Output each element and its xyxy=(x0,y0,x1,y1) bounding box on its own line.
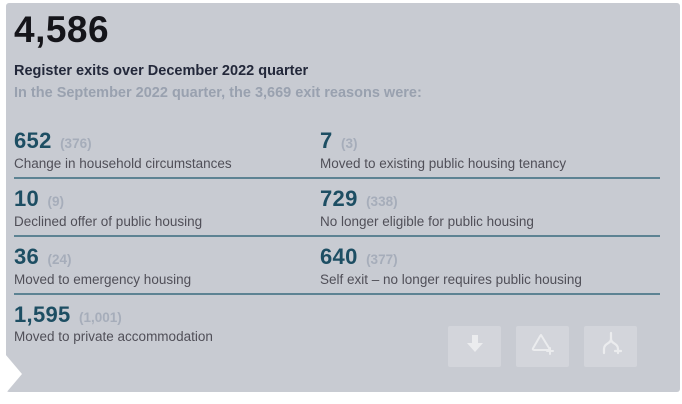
stats-grid: 652 (376) Change in household circumstan… xyxy=(14,121,660,350)
stat-previous-value: (376) xyxy=(60,136,92,152)
stat-label: Moved to emergency housing xyxy=(14,271,192,287)
stat-previous-value: (377) xyxy=(366,251,398,267)
stat-label: Change in household circumstances xyxy=(14,156,232,172)
stats-row: 36 (24) Moved to emergency housing 640 (… xyxy=(14,237,660,295)
stat-item: 7 (3) Moved to existing public housing t… xyxy=(320,129,660,171)
stat-value: 10 xyxy=(14,186,40,212)
drill-next-level-button[interactable] xyxy=(516,326,569,367)
stats-row: 1,595 (1,001) Moved to private accommoda… xyxy=(14,295,660,351)
stat-value: 640 xyxy=(320,243,358,269)
stat-previous-value: (9) xyxy=(47,194,65,210)
stat-previous-value: (338) xyxy=(366,194,398,210)
card-subtitle: In the September 2022 quarter, the 3,669… xyxy=(14,84,422,101)
stat-item: 1,595 (1,001) Moved to private accommoda… xyxy=(14,303,320,345)
stat-previous-value: (1,001) xyxy=(79,309,122,325)
headline-value: 4,586 xyxy=(14,9,110,50)
stat-label: No longer eligible for public housing xyxy=(320,213,534,229)
stat-item: 10 (9) Declined offer of public housing xyxy=(14,187,320,229)
drill-next-level-icon xyxy=(529,331,557,362)
expand-all-levels-button[interactable] xyxy=(584,326,637,367)
stat-item: 729 (338) No longer eligible for public … xyxy=(320,187,660,229)
stat-value: 36 xyxy=(14,243,40,269)
stats-row: 10 (9) Declined offer of public housing … xyxy=(14,179,660,237)
stat-item: 652 (376) Change in household circumstan… xyxy=(14,129,320,171)
card-title: Register exits over December 2022 quarte… xyxy=(14,63,309,80)
kpi-tooltip-card: 4,586 Register exits over December 2022 … xyxy=(6,3,680,392)
stat-previous-value: (24) xyxy=(47,251,72,267)
drill-toolbar xyxy=(448,326,637,367)
stats-row: 652 (376) Change in household circumstan… xyxy=(14,121,660,180)
stat-label: Moved to existing public housing tenancy xyxy=(320,156,567,172)
stat-item: 36 (24) Moved to emergency housing xyxy=(14,245,320,287)
stat-value: 7 xyxy=(320,128,333,154)
expand-all-levels-icon xyxy=(597,330,625,363)
tooltip-tail xyxy=(0,348,22,400)
drill-down-button[interactable] xyxy=(448,326,501,367)
stat-value: 652 xyxy=(14,128,52,154)
stat-value: 1,595 xyxy=(14,301,71,327)
stat-item: 640 (377) Self exit – no longer requires… xyxy=(320,245,660,287)
drill-down-arrow-icon xyxy=(462,331,488,362)
stat-label: Moved to private accommodation xyxy=(14,329,213,345)
stat-label: Declined offer of public housing xyxy=(14,213,203,229)
stat-value: 729 xyxy=(320,186,358,212)
stat-previous-value: (3) xyxy=(341,136,358,152)
stat-label: Self exit – no longer requires public ho… xyxy=(320,271,582,287)
